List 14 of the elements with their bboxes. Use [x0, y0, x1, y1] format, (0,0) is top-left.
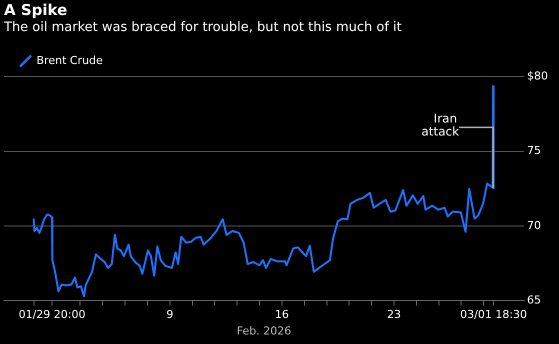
y-tick-label: 65	[527, 293, 542, 306]
chart-title: A Spike	[4, 0, 68, 19]
x-tick-label: 01/29 20:00	[18, 308, 86, 322]
y-tick-label: 70	[527, 218, 542, 232]
x-axis-title: Feb. 2026	[236, 324, 292, 338]
y-tick-label: $80	[527, 69, 548, 82]
annotation: Iran attack	[421, 112, 460, 138]
x-tick-label: 03/01 18:30	[460, 308, 528, 322]
x-tick-label: 16	[274, 308, 289, 322]
legend-label: Brent Crude	[36, 54, 104, 67]
x-tick-label: 9	[166, 308, 174, 322]
x-tick-label: 23	[387, 308, 402, 322]
y-tick-label: 75	[527, 144, 542, 158]
chart-subtitle: The oil market was braced for trouble, but not this much of it	[3, 20, 402, 36]
